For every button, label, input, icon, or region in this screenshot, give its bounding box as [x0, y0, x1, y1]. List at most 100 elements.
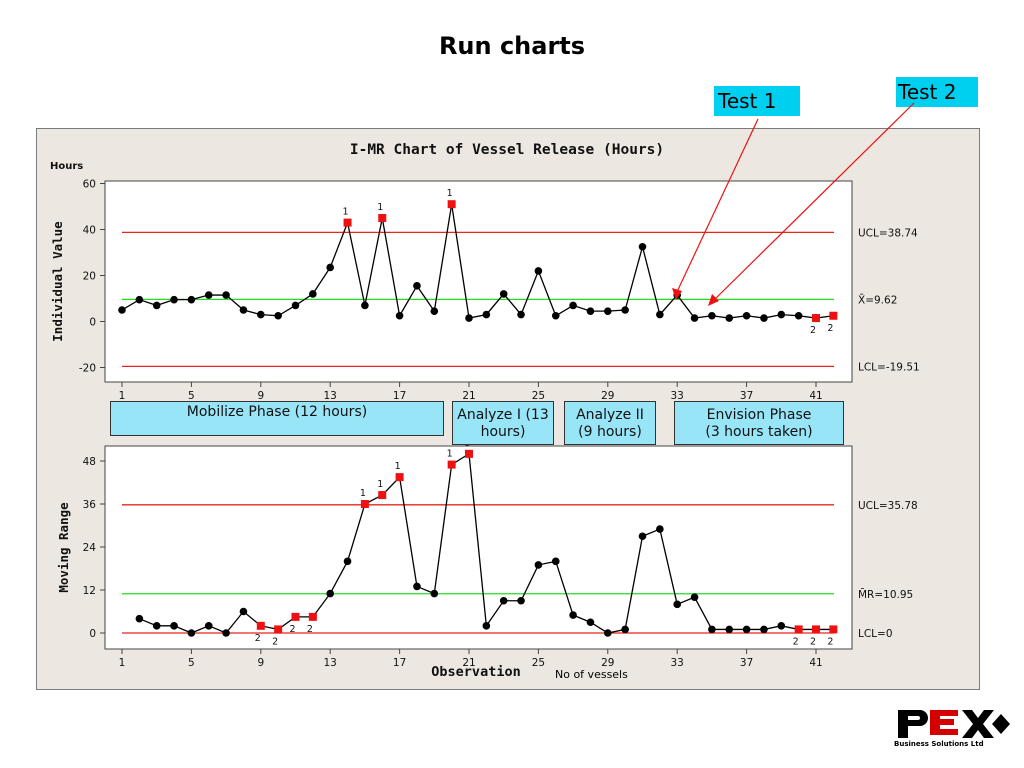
moving-range-data-point: [621, 625, 629, 634]
moving-range-x-tick-label: 9: [257, 657, 264, 669]
moving-range-data-point: [517, 596, 525, 605]
individuals-data-point: [135, 295, 144, 304]
moving-range-flagged-point: [395, 473, 404, 482]
individuals-data-point: [569, 301, 577, 310]
moving-range-flagged-point: [378, 491, 387, 500]
moving-range-data-point: [690, 593, 699, 601]
moving-range-x-tick-label: 5: [188, 657, 195, 669]
individuals-data-point: [204, 291, 213, 299]
test2-callout: Test 2: [896, 77, 978, 107]
moving-range-data-point: [656, 525, 664, 533]
individuals-x-tick-label: 33: [671, 390, 684, 402]
moving-range-flag-label: 2: [307, 624, 313, 635]
moving-range-data-point: [170, 622, 178, 630]
individuals-flagged-point: [447, 200, 456, 209]
x-axis-label: Observation: [431, 664, 520, 680]
moving-range-flagged-point: [360, 500, 369, 508]
moving-range-data-point: [135, 614, 144, 623]
individuals-flag-label: 1: [377, 202, 383, 213]
moving-range-data-point: [499, 596, 508, 605]
individuals-data-point: [257, 310, 265, 319]
individuals-flag-label: 1: [343, 207, 349, 218]
moving-range-cl-label: M̄R=10.95: [858, 588, 913, 601]
phase-analyze-1: Analyze I (13 hours): [452, 401, 554, 445]
moving-range-data-point: [673, 600, 681, 609]
moving-range-data-point: [777, 622, 786, 630]
moving-range-flagged-point: [447, 460, 456, 469]
individuals-x-tick-label: 37: [740, 390, 753, 402]
moving-range-x-tick-label: 33: [671, 657, 684, 669]
moving-range-y-tick-label: 24: [83, 542, 97, 554]
individuals-data-point: [760, 314, 768, 322]
individuals-y-axis-label: Individual Value: [50, 221, 65, 342]
test1-callout: Test 1: [714, 86, 800, 116]
moving-range-data-point: [551, 557, 560, 566]
moving-range-x-tick-label: 21: [462, 657, 475, 669]
individuals-data-point: [291, 301, 300, 310]
individuals-data-point: [239, 306, 248, 314]
moving-range-data-point: [708, 625, 716, 634]
moving-range-lcl-label: LCL=0: [858, 628, 893, 640]
moving-range-data-point: [569, 611, 577, 619]
individuals-data-point: [170, 295, 178, 304]
moving-range-data-point: [204, 622, 213, 630]
individuals-data-point: [499, 290, 508, 298]
moving-range-data-point: [430, 589, 439, 598]
individuals-y-tick-label: 20: [83, 271, 96, 283]
moving-range-data-point: [222, 629, 230, 637]
test1-arrow-head: [672, 288, 682, 300]
moving-range-data-point: [326, 589, 335, 598]
individuals-data-point: [534, 267, 543, 275]
individuals-cl-label: X̄=9.62: [858, 293, 897, 306]
individuals-lcl-label: LCL=-19.51: [858, 361, 920, 373]
individuals-data-point: [708, 311, 716, 320]
individuals-y-tick-label: -20: [79, 363, 96, 375]
moving-range-x-tick-label: 29: [601, 657, 614, 669]
moving-range-flagged-point: [829, 625, 838, 634]
individuals-data-point: [725, 314, 734, 322]
phase-mobilize: Mobilize Phase (12 hours): [110, 401, 444, 436]
moving-range-flag-label: 2: [255, 633, 261, 644]
individuals-data-point: [777, 310, 786, 319]
individuals-data-point: [604, 307, 612, 315]
moving-range-x-tick-label: 1: [119, 657, 126, 669]
moving-range-data-point: [638, 532, 647, 541]
phase-analyze-2-line1: Analyze II: [576, 407, 644, 423]
individuals-ucl-label: UCL=38.74: [858, 227, 918, 239]
moving-range-data-point: [343, 557, 352, 566]
individuals-y-tick-label: 0: [89, 317, 96, 329]
moving-range-flagged-point: [308, 612, 317, 621]
individuals-data-point: [794, 311, 803, 320]
test1-arrow: [675, 118, 759, 295]
individuals-y-tick-label: 60: [83, 179, 96, 191]
phase-analyze-1-line1: Analyze I (13: [457, 407, 549, 423]
moving-range-x-tick-label: 17: [393, 657, 406, 669]
moving-range-data-point: [534, 561, 543, 569]
moving-range-data-point: [604, 629, 612, 637]
x-axis-note: No of vessels: [555, 668, 628, 681]
slide-title: Run charts: [438, 32, 586, 60]
individuals-x-tick-label: 5: [188, 390, 195, 402]
individuals-data-point: [430, 307, 439, 315]
individuals-data-point: [152, 301, 161, 310]
moving-range-flagged-point: [812, 625, 820, 634]
test2-arrow-head: [708, 294, 719, 306]
individuals-data-point: [222, 291, 230, 299]
individuals-data-point: [482, 310, 491, 319]
individuals-data-point: [465, 314, 473, 322]
individuals-x-tick-label: 9: [257, 390, 264, 402]
individuals-data-point: [586, 307, 595, 315]
moving-range-x-tick-label: 25: [532, 657, 545, 669]
moving-range-y-axis-label: Moving Range: [56, 502, 71, 593]
units-label: Hours: [50, 161, 83, 172]
individuals-data-point: [621, 306, 629, 314]
moving-range-flagged-point: [256, 621, 265, 630]
moving-range-x-tick-label: 41: [809, 657, 822, 669]
phase-analyze-1-line2: hours): [480, 424, 526, 440]
moving-range-data-point: [152, 622, 161, 630]
moving-range-data-point: [239, 607, 248, 616]
individuals-x-tick-label: 29: [601, 390, 614, 402]
individuals-x-tick-label: 25: [532, 390, 545, 402]
moving-range-data-point: [413, 582, 421, 591]
individuals-flagged-point: [343, 218, 352, 227]
